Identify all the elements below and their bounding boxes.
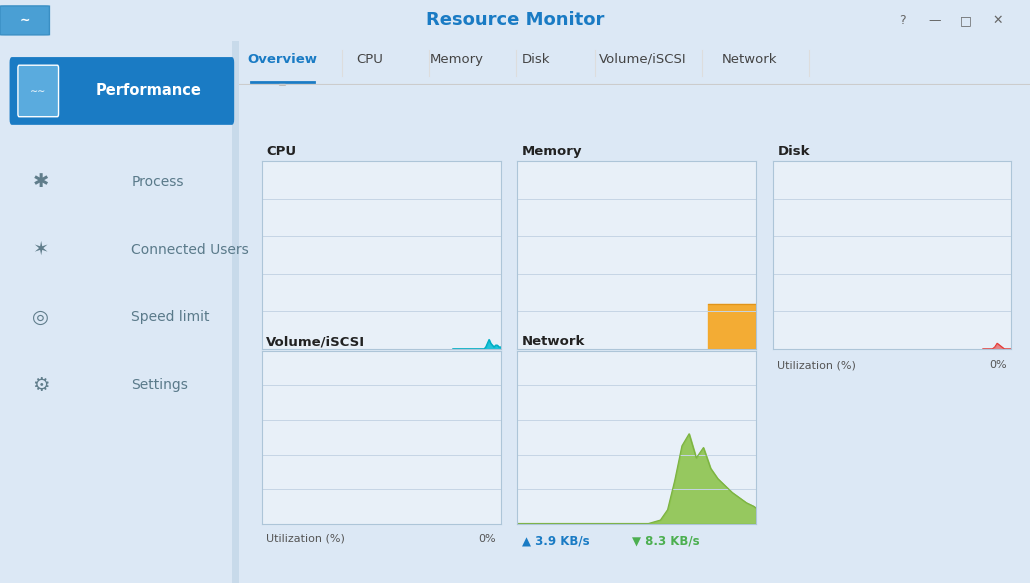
- Text: 1%: 1%: [478, 360, 495, 370]
- Text: CPU: CPU: [267, 145, 297, 157]
- Text: Speed limit: Speed limit: [132, 310, 210, 324]
- Text: ∼: ∼: [20, 14, 30, 27]
- Text: Memory: Memory: [522, 145, 582, 157]
- Text: 24%: 24%: [726, 360, 751, 370]
- Text: Disk: Disk: [778, 145, 810, 157]
- Text: Disk: Disk: [521, 52, 550, 66]
- Text: Network: Network: [721, 52, 777, 66]
- Text: Memory: Memory: [430, 52, 483, 66]
- Text: 0%: 0%: [989, 360, 1006, 370]
- Text: Utilization (%): Utilization (%): [267, 533, 345, 544]
- Text: ▲ 3.9 KB/s: ▲ 3.9 KB/s: [522, 535, 589, 548]
- Text: Overview: Overview: [247, 52, 317, 66]
- Text: ✶: ✶: [32, 240, 48, 259]
- Text: Resource Monitor: Resource Monitor: [425, 12, 605, 29]
- Text: Volume/iSCSI: Volume/iSCSI: [267, 335, 366, 348]
- FancyBboxPatch shape: [18, 65, 59, 117]
- Text: Network: Network: [522, 335, 585, 348]
- Text: Performance: Performance: [95, 83, 201, 98]
- Text: Settings: Settings: [132, 378, 188, 392]
- Bar: [232, 41, 239, 583]
- Text: Process: Process: [132, 175, 184, 189]
- Text: □: □: [960, 14, 972, 27]
- Text: CPU: CPU: [356, 52, 383, 66]
- Text: Connected Users: Connected Users: [132, 243, 249, 257]
- Text: ∼∼: ∼∼: [30, 86, 46, 96]
- Text: ?: ?: [899, 14, 905, 27]
- Text: Utilization (%): Utilization (%): [267, 360, 345, 370]
- Text: ⚙: ⚙: [32, 375, 49, 395]
- Text: Utilization (%): Utilization (%): [522, 360, 600, 370]
- Text: ▼ 8.3 KB/s: ▼ 8.3 KB/s: [631, 535, 699, 548]
- Text: ✕: ✕: [993, 14, 1003, 27]
- Text: 0%: 0%: [478, 533, 495, 544]
- FancyBboxPatch shape: [0, 6, 49, 35]
- Text: Utilization (%): Utilization (%): [778, 360, 856, 370]
- Text: —: —: [928, 14, 940, 27]
- FancyBboxPatch shape: [9, 57, 234, 125]
- Text: ✱: ✱: [32, 173, 48, 191]
- Text: ◎: ◎: [32, 308, 49, 327]
- Text: Volume/iSCSI: Volume/iSCSI: [598, 52, 686, 66]
